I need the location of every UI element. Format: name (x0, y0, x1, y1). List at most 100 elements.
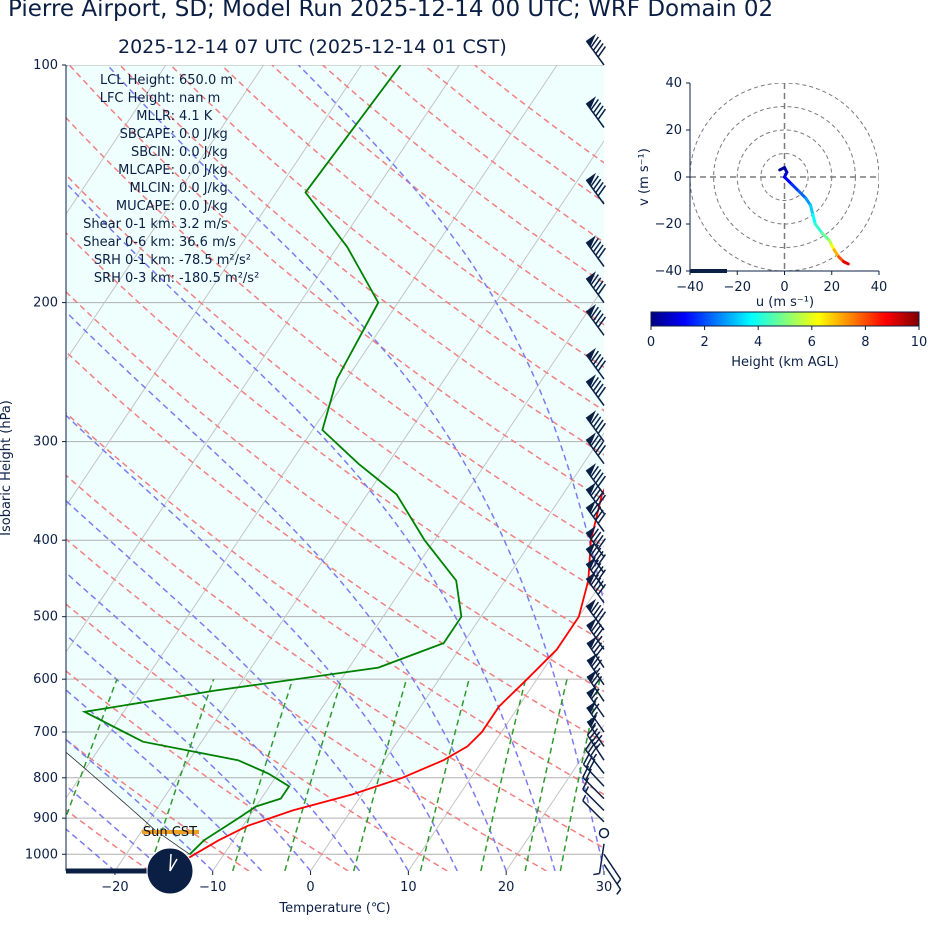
clock-hour-hand (169, 853, 172, 872)
hodograph-x-label: u (m s⁻¹) (756, 295, 814, 310)
barb-half (616, 888, 622, 895)
hodograph-x-tick-label: −40 (676, 280, 703, 295)
wind-barb (585, 432, 607, 465)
barb-full (592, 380, 602, 392)
wind-barb (585, 303, 607, 336)
barb-full (592, 562, 602, 574)
barb-flag (586, 598, 597, 612)
barb-full (584, 738, 594, 751)
hodograph-segment (808, 203, 815, 217)
barb-full (592, 241, 602, 253)
dry-adiabat (66, 809, 151, 871)
stat-label: Shear 0-1 km: (83, 217, 175, 232)
moist-adiabat (66, 499, 410, 871)
dry-adiabats (66, 65, 604, 871)
y-tick-label: 100 (33, 58, 58, 73)
barb-half (592, 753, 598, 760)
y-tick-label: 800 (33, 771, 58, 786)
dry-adiabat (170, 65, 604, 412)
stat-value: nan m (179, 91, 221, 106)
barb-full (597, 386, 607, 398)
barb-full (585, 755, 593, 768)
chart-title: Pierre Airport, SD; Model Run 2025-12-14… (8, 0, 774, 22)
moist-adiabat (297, 65, 604, 607)
moist-adiabat (106, 65, 604, 871)
stat-label: SBCIN: (131, 145, 175, 160)
barb-half (595, 667, 601, 674)
moist-adiabat (66, 571, 361, 871)
wind-barb (582, 794, 605, 823)
barb-staff (585, 416, 605, 443)
barb-full (597, 108, 607, 120)
barb-full (595, 181, 604, 194)
barb-full (591, 731, 601, 743)
mixing-ratio-line (480, 679, 527, 871)
isotherm (603, 870, 604, 871)
x-tick-label: 30 (596, 880, 613, 895)
barb-full (595, 627, 605, 639)
stat-row: Shear 0-6 km: 36.6 m/s (66, 234, 259, 252)
barb-full (595, 313, 604, 325)
barb-flag (586, 685, 597, 699)
moist-adiabat (66, 784, 165, 871)
barb-half (582, 794, 587, 802)
barb-full (589, 745, 599, 757)
wind-barb (585, 571, 607, 604)
barb-full (590, 306, 599, 318)
stat-row: SRH 0-1 km: -78.5 m²/s² (66, 252, 259, 270)
stat-value: 650.0 m (179, 73, 234, 88)
hodograph-segment (842, 260, 850, 266)
stat-label: MLLR: (136, 109, 175, 124)
moist-adiabat (66, 738, 214, 871)
hodograph-x-tick-label: 40 (871, 280, 888, 295)
hodograph-y-tick-label: 20 (665, 123, 682, 138)
dry-adiabat (119, 65, 604, 456)
wind-barb (582, 777, 605, 812)
barb-full (591, 656, 600, 668)
barb-flag (586, 271, 597, 285)
mixing-ratio-line (615, 679, 651, 871)
stat-row: MLLR: 4.1 K (66, 108, 259, 126)
colorbar-tick-label: 4 (754, 335, 762, 350)
wind-barb (585, 500, 607, 532)
skewt-axes: 100 200 300 400 500 600 700 800 900 1000 −20 −10 0 10… (0, 58, 612, 916)
barb-flag (586, 172, 597, 186)
barb-flag (586, 463, 597, 476)
barb-full (597, 316, 607, 328)
barb-half (593, 696, 599, 703)
pressure-gridlines (66, 65, 604, 855)
barb-full (597, 422, 607, 434)
barb-staff (585, 277, 605, 304)
barb-full (595, 580, 604, 592)
chart-subtitle: 2025-12-14 07 UTC (2025-12-14 01 CST) (118, 36, 507, 58)
barb-full (590, 528, 599, 540)
barb-full (586, 724, 596, 736)
stat-value: 0.0 J/kg (179, 181, 228, 196)
colorbar-tick-label: 6 (808, 335, 816, 350)
barb-full (590, 98, 599, 111)
sounding-stats: LCL Height: 650.0 m LFC Height: nan m MLLR: 4… (66, 72, 259, 288)
barb-flag (586, 617, 597, 631)
barb-flag (587, 653, 598, 666)
isotherm (310, 432, 604, 871)
barb-flag (586, 432, 597, 446)
barb-full (595, 534, 604, 547)
barb-full (597, 494, 607, 506)
barb-staff (585, 310, 605, 336)
barb-flag (586, 33, 597, 47)
skewed-isotherms (66, 65, 604, 871)
barb-full (593, 675, 603, 687)
barb-full (597, 360, 607, 372)
y-axis-label: Isobaric Height (hPa) (0, 400, 14, 536)
x-tick-label: 20 (498, 880, 515, 895)
barb-full (593, 734, 603, 746)
stat-value: 0.0 J/kg (179, 199, 228, 214)
barb-full (582, 752, 591, 765)
barb-flag (587, 714, 598, 728)
barb-flag (586, 541, 597, 555)
barb-flag (586, 410, 597, 424)
clock-label: Sun CST (143, 825, 197, 840)
isotherm (66, 65, 460, 653)
mixing-ratio-line (66, 678, 118, 820)
